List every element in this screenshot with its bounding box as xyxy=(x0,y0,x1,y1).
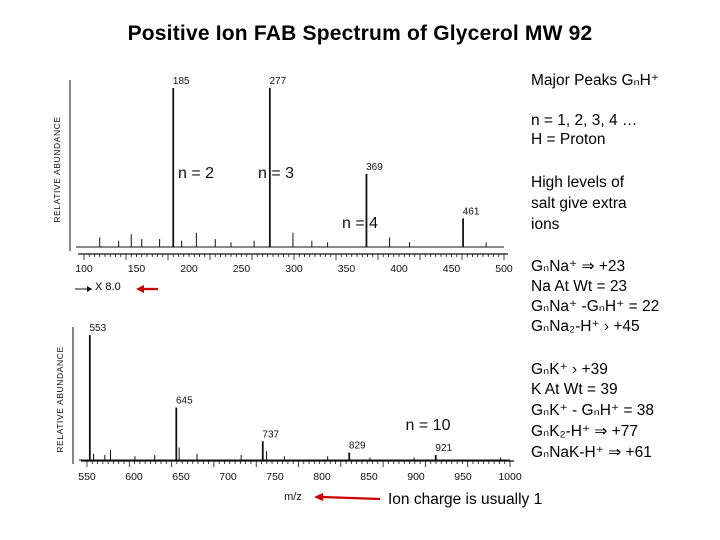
red-arrow-mz-head xyxy=(314,493,323,501)
x-tick-label: 550 xyxy=(78,471,96,483)
red-arrow-mz-line xyxy=(321,495,381,501)
peak-label-553: 553 xyxy=(89,323,106,334)
x-tick-label: 1000 xyxy=(498,471,522,483)
scale-factor-label: X 8.0 xyxy=(95,281,121,293)
x-tick-label: 450 xyxy=(443,263,461,275)
peak-label-185: 185 xyxy=(173,76,190,87)
note-k-3: GₙK⁺ - GₙH⁺ = 38 xyxy=(531,402,655,419)
peak-label-277: 277 xyxy=(270,76,287,87)
note-salt-1: High levels of xyxy=(531,174,625,191)
y-axis-label: RELATIVE ABUNDANCE xyxy=(52,116,62,223)
top-spectrum: 100 150 200 250 300 350 400 450 500 RELATIVE ABUN… xyxy=(52,76,513,275)
x-tick-label: 150 xyxy=(128,263,146,275)
peak-label-829: 829 xyxy=(349,441,366,452)
note-na-1: GₙNa⁺ ⇒ +23 xyxy=(531,258,626,275)
note-na-2: Na At Wt = 23 xyxy=(531,278,628,295)
x-tick-label: 850 xyxy=(360,471,378,483)
note-n-values: n = 1, 2, 3, 4 … xyxy=(531,112,638,129)
x-tick-label: 200 xyxy=(180,263,198,275)
bottom-spectrum: 550 600 650 700 750 800 850 900 950 1000 RELATIVE … xyxy=(55,323,522,503)
x-axis-label: m/z xyxy=(284,491,302,503)
red-arrow-scale-head xyxy=(136,285,144,293)
peak-label-369: 369 xyxy=(366,162,383,173)
annotation-n=4: n = 4 xyxy=(342,215,378,232)
page-title: Positive Ion FAB Spectrum of Glycerol MW… xyxy=(127,22,593,45)
annotation-n=2: n = 2 xyxy=(178,165,214,182)
x-tick-label: 100 xyxy=(75,263,93,275)
x-tick-label: 750 xyxy=(266,471,284,483)
note-salt-2: salt give extra xyxy=(531,195,627,212)
x-tick-label: 500 xyxy=(495,263,513,275)
ion-charge-note: Ion charge is usually 1 xyxy=(388,491,543,508)
note-k-1: GₙK⁺ › +39 xyxy=(531,361,608,378)
x-tick-label: 300 xyxy=(285,263,303,275)
x-tick-label: 600 xyxy=(125,471,143,483)
peak-label-645: 645 xyxy=(176,396,193,407)
x-tick-label: 350 xyxy=(338,263,356,275)
x-tick-label: 900 xyxy=(407,471,425,483)
annotation-n=10: n = 10 xyxy=(406,417,451,434)
x-tick-label: 800 xyxy=(313,471,331,483)
peak-label-737: 737 xyxy=(262,429,279,440)
note-k-4: GₙK₂-H⁺ ⇒ +77 xyxy=(531,423,639,440)
x-tick-label: 650 xyxy=(172,471,190,483)
note-salt-3: ions xyxy=(531,216,560,233)
note-k-2: K At Wt = 39 xyxy=(531,381,618,398)
note-na-4: GₙNa₂-H⁺ › +45 xyxy=(531,318,640,335)
note-h-proton: H = Proton xyxy=(531,131,606,148)
x-tick-label: 400 xyxy=(390,263,408,275)
x-tick-label: 250 xyxy=(233,263,251,275)
scale-arrow-head xyxy=(87,286,92,292)
peak-label-921: 921 xyxy=(435,443,452,454)
note-k-5: GₙNaK-H⁺ ⇒ +61 xyxy=(531,444,652,461)
note-na-3: GₙNa⁺ -GₙH⁺ = 22 xyxy=(531,298,660,315)
annotation-arrows xyxy=(75,285,381,501)
note-major-peaks: Major Peaks GₙH⁺ xyxy=(531,72,660,89)
y-axis-label: RELATIVE ABUNDANCE xyxy=(55,346,65,453)
peak-label-461: 461 xyxy=(463,206,480,217)
annotation-n=3: n = 3 xyxy=(258,165,294,182)
x-tick-label: 950 xyxy=(454,471,472,483)
x-tick-label: 700 xyxy=(219,471,237,483)
